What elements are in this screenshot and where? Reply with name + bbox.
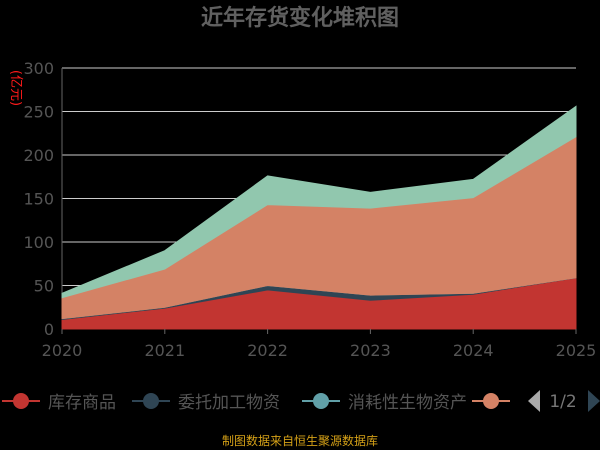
legend-marker-icon — [143, 393, 159, 409]
legend: 库存商品 委托加工物资 消耗性生物资产 — [2, 393, 510, 413]
legend-next-arrow-icon[interactable] — [588, 390, 600, 412]
y-tick-label: 50 — [34, 277, 54, 296]
legend-item-label: 消耗性生物资产 — [348, 393, 467, 413]
series-areas — [61, 105, 577, 330]
y-tick-label: 100 — [23, 233, 54, 252]
chart-title: 近年存货变化堆积图 — [201, 5, 399, 31]
y-axis-unit: (亿元) — [8, 70, 23, 106]
y-axis-ticks: 0 50 100 150 200 250 300 — [23, 59, 54, 339]
y-tick-label: 250 — [23, 103, 54, 122]
x-axis-ticks: 2020 2021 2022 2023 2024 2025 — [42, 329, 597, 360]
data-source-note: 制图数据来自恒生聚源数据库 — [222, 433, 378, 448]
legend-pager: 1/2 — [528, 390, 600, 412]
y-tick-label: 150 — [23, 190, 54, 209]
x-tick-label: 2020 — [42, 341, 83, 360]
y-tick-label: 0 — [44, 320, 54, 339]
legend-prev-arrow-icon[interactable] — [528, 390, 540, 412]
x-tick-label: 2022 — [247, 341, 288, 360]
y-tick-label: 200 — [23, 146, 54, 165]
y-tick-label: 300 — [23, 59, 54, 78]
legend-marker-icon — [483, 393, 499, 409]
legend-item-label: 库存商品 — [48, 393, 116, 413]
x-tick-label: 2023 — [350, 341, 391, 360]
legend-marker-icon — [13, 393, 29, 409]
legend-marker-icon — [313, 393, 329, 409]
x-tick-label: 2021 — [144, 341, 185, 360]
x-tick-label: 2025 — [556, 341, 597, 360]
x-tick-label: 2024 — [453, 341, 494, 360]
legend-page-indicator: 1/2 — [549, 392, 576, 412]
legend-item-label: 委托加工物资 — [178, 393, 280, 413]
series-area — [61, 105, 577, 299]
